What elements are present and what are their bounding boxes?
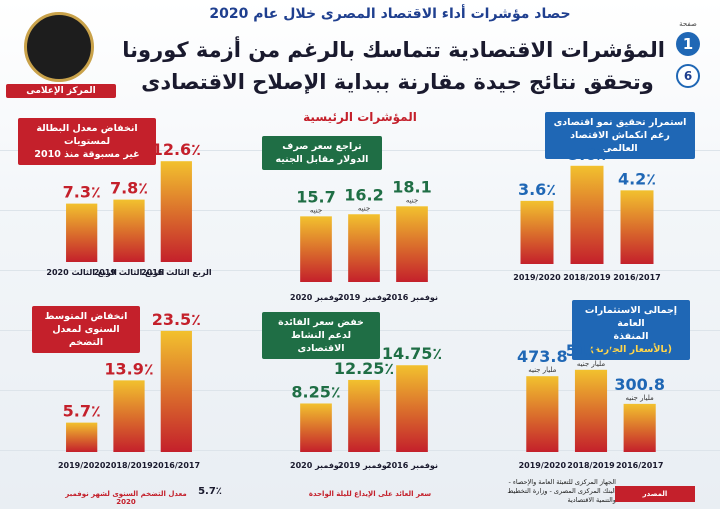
inflation-category-label: 2018/2019	[105, 461, 153, 470]
unemployment-value-label: 12.6٪	[152, 140, 201, 159]
interest-note: سعر العائد على الإيداع لليلة الواحدة	[308, 490, 432, 498]
interest-bar	[348, 379, 380, 452]
investment-unit-label: مليار جنيه	[577, 360, 605, 368]
growth-label-line-2: رغم انكماش الاقتصاد العالمى	[570, 130, 670, 154]
page-total-badge: 6	[676, 64, 700, 88]
dollar-panel-label: تراجع سعر صرف الدولار مقابل الجنيه	[262, 136, 382, 170]
inflation-note-value: 5.7٪	[198, 486, 222, 497]
inflation-panel-label: انخفاض المتوسط السنوى لمعدل التضخم	[32, 306, 140, 353]
unemployment-category-label: الربع الثالث 2016	[141, 268, 212, 277]
interest-value-label: 12.25٪	[334, 359, 394, 378]
unemployment-panel-label: انخفاض معدل البطالة لمستويات غير مسبوقة …	[18, 118, 156, 165]
unemployment-bar	[66, 203, 98, 262]
inflation-label-line-2: السنوى لمعدل التضخم	[52, 324, 120, 348]
investment-bar	[623, 403, 656, 452]
unemployment-value-label: 7.3٪	[63, 183, 101, 202]
dollar-bar	[396, 206, 428, 282]
investment-category-label: 2018/2019	[567, 461, 615, 470]
top-title: حصاد مؤشرات أداء الاقتصاد المصرى خلال عا…	[209, 6, 571, 22]
interest-category-label: نوفمبر 2016	[386, 461, 438, 470]
investment-value-label: 473.8	[517, 347, 568, 366]
interest-value-label: 14.75٪	[382, 344, 442, 363]
investment-label-sub: (بالأسعار الجارية)	[590, 344, 672, 355]
inflation-bar	[160, 330, 192, 452]
page-number-badge: 1	[676, 32, 700, 56]
dollar-unit-label: جنيه	[406, 196, 418, 204]
interest-category-label: نوفمبر 2020	[290, 461, 342, 470]
growth-value-label: 4.2٪	[618, 169, 656, 188]
headline-line-1: المؤشرات الاقتصادية تتماسك بالرغم من أزم…	[122, 38, 665, 62]
dollar-label-line-1: تراجع سعر صرف	[282, 141, 362, 152]
inflation-note: معدل التضخم السنوى لشهر نوفمبر 2020	[65, 490, 187, 506]
interest-label-line-1: خفض سعر الفائدة	[278, 317, 364, 328]
unemployment-bar	[113, 199, 145, 262]
investment-bar	[574, 369, 608, 452]
growth-value-label: 5.6٪	[568, 145, 606, 164]
unemployment-value-label: 7.8٪	[110, 179, 148, 198]
interest-bar	[300, 403, 332, 452]
unemployment-category-label: الربع الثالث 2019	[94, 268, 165, 277]
investment-value-label: 300.8	[614, 375, 665, 394]
interest-label-line-2: لدعم النشاط الاقتصادى	[290, 330, 352, 354]
inflation-category-label: 2016/2017	[153, 461, 200, 470]
logo-caption: المركز الإعلامى	[6, 84, 116, 98]
section-title: المؤشرات الرئيسية	[303, 110, 417, 124]
investment-unit-label: مليار جنيه	[528, 366, 556, 374]
interest-value-label: 8.25٪	[291, 382, 340, 401]
growth-bar	[520, 200, 554, 264]
inflation-value-label: 5.7٪	[63, 402, 101, 421]
interest-category-label: نوفمبر 2019	[338, 461, 390, 470]
headline-line-2: وتحقق نتائج جيدة مقارنة ببداية الإصلاح ا…	[141, 70, 654, 94]
dollar-bar	[300, 216, 332, 282]
inflation-bar	[113, 380, 145, 452]
interest-panel-label: خفض سعر الفائدة لدعم النشاط الاقتصادى	[262, 312, 380, 359]
investment-label-line-1: إجمالى الاستثمارات العامة	[584, 305, 678, 329]
source-label: المصدر	[615, 486, 695, 502]
unemployment-category-label: الربع الثالث 2020	[46, 268, 117, 277]
dollar-bar	[348, 214, 380, 282]
dollar-category-label: نوفمبر 2019	[338, 293, 390, 302]
growth-category-label: 2016/2017	[613, 273, 660, 282]
growth-value-label: 3.6٪	[518, 180, 556, 199]
investment-label-line-2: المنفذة	[613, 331, 649, 342]
inflation-bar	[66, 422, 98, 452]
inflation-value-label: 23.5٪	[152, 310, 201, 329]
investment-unit-label: مليار جنيه	[626, 394, 654, 402]
inflation-label-line-1: انخفاض المتوسط	[44, 311, 128, 322]
inflation-value-label: 13.9٪	[104, 359, 153, 378]
dollar-category-label: نوفمبر 2020	[290, 293, 342, 302]
dollar-unit-label: جنيه	[310, 206, 322, 214]
dollar-label-line-2: الدولار مقابل الجنيه	[275, 154, 369, 165]
interest-bar	[396, 365, 428, 452]
investment-panel-label: إجمالى الاستثمارات العامة المنفذة (بالأس…	[572, 300, 690, 360]
dollar-category-label: نوفمبر 2016	[386, 293, 438, 302]
growth-category-label: 2018/2019	[563, 273, 611, 282]
growth-category-label: 2019/2020	[513, 273, 561, 282]
growth-bar	[570, 165, 604, 264]
unemployment-label-line-1: انخفاض معدل البطالة لمستويات	[36, 123, 138, 147]
page-word: صفحة	[679, 20, 697, 28]
investment-bar	[526, 376, 559, 452]
source-text: الجهاز المركزى للتعبئة العامة والإحصاء -…	[507, 478, 616, 504]
ministry-logo	[24, 12, 94, 82]
growth-bar	[620, 190, 654, 264]
investment-category-label: 2016/2017	[616, 461, 663, 470]
investment-category-label: 2019/2020	[519, 461, 567, 470]
inflation-category-label: 2019/2020	[58, 461, 106, 470]
investment-value-label: 513.7	[566, 341, 617, 360]
dollar-unit-label: جنيه	[358, 204, 370, 212]
unemployment-bar	[160, 161, 192, 262]
unemployment-label-line-2: غير مسبوقة منذ 2010	[34, 149, 140, 160]
growth-panel-label: استمرار تحقيق نمو اقتصادى رغم انكماش الا…	[545, 112, 695, 159]
dollar-value-label: 18.1	[392, 177, 431, 196]
growth-label-line-1: استمرار تحقيق نمو اقتصادى	[553, 117, 687, 128]
dollar-value-label: 15.7	[296, 187, 335, 206]
dollar-value-label: 16.2	[344, 185, 383, 204]
